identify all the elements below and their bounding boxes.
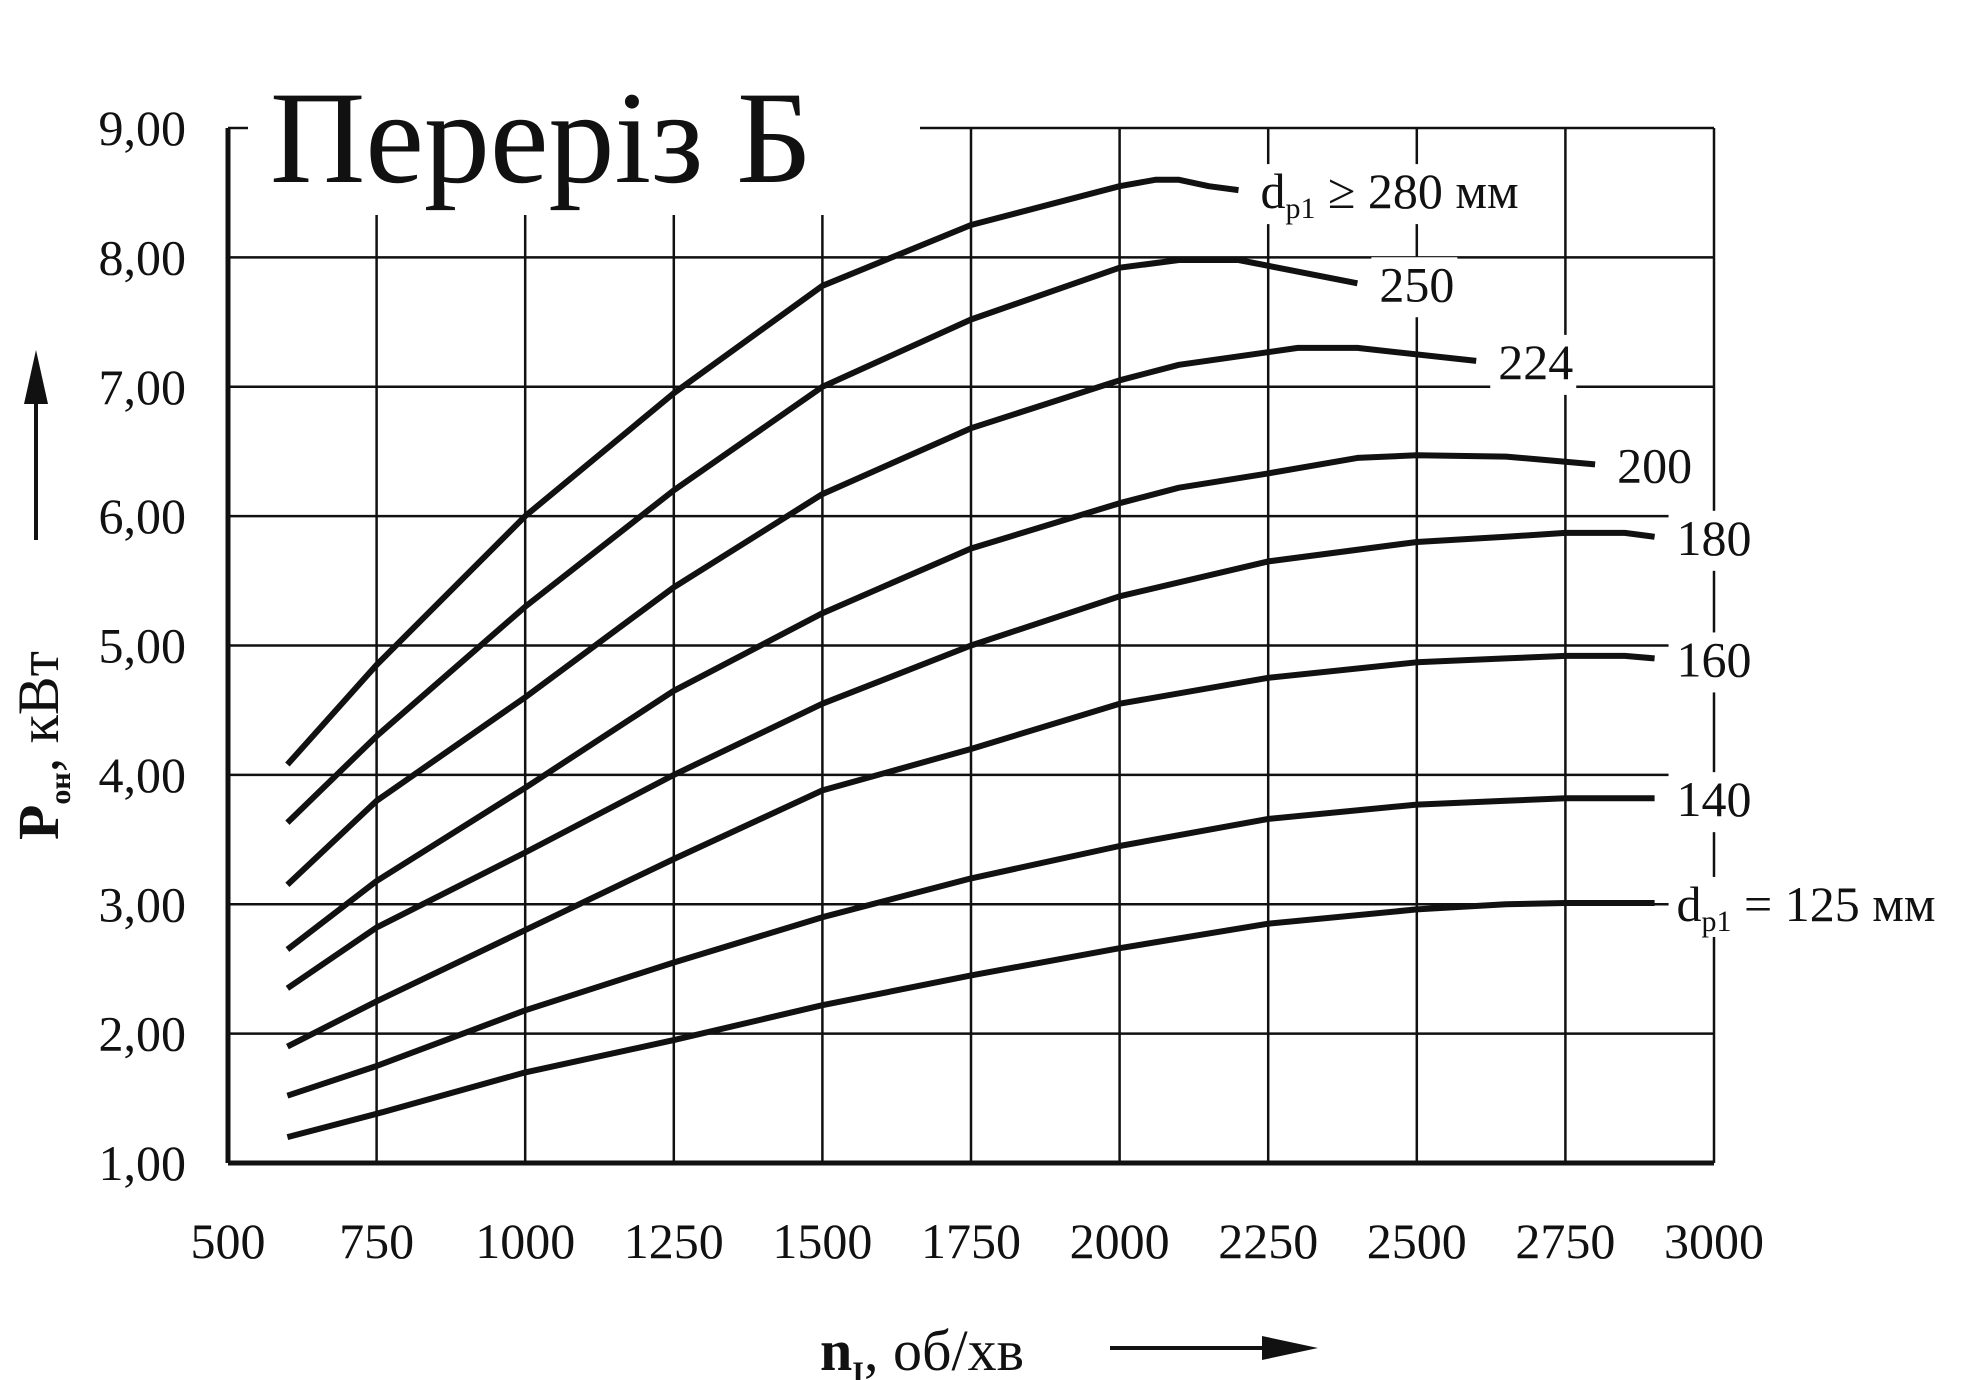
chart-title: Переріз Б <box>270 64 812 211</box>
tick-labels: 500 750 1000 1250 1500 1750 2000 2250 2500 2750 30… <box>99 100 1765 1269</box>
x-tick-label: 2500 <box>1367 1213 1467 1269</box>
series-label: 140 <box>1677 771 1752 827</box>
y-tick-label: 2,00 <box>99 1006 187 1062</box>
series-label-unit: ≥ 280 мм <box>1315 163 1518 219</box>
series-label-mask <box>1668 632 1755 693</box>
series-label-subscript: p1 <box>1285 192 1315 225</box>
series-label-mask <box>1668 876 1969 937</box>
series-label-text: 200 <box>1617 437 1692 493</box>
x-tick-label: 2750 <box>1515 1213 1615 1269</box>
series-label-mask <box>1609 438 1696 499</box>
label-masks <box>248 55 1969 937</box>
series-line-d-p1-280- <box>285 176 1239 767</box>
x-tick-label: 2250 <box>1218 1213 1318 1269</box>
series-line-250 <box>285 257 1358 825</box>
x-tick-label: 2000 <box>1070 1213 1170 1269</box>
series-lines <box>285 176 1655 1141</box>
series-label-mask <box>1490 334 1577 395</box>
series-label-text: 180 <box>1677 510 1752 566</box>
x-tick-label: 500 <box>191 1213 266 1269</box>
series-line-d-p1-125- <box>286 900 1655 1141</box>
title-mask <box>248 55 920 215</box>
series-label-text: 140 <box>1677 771 1752 827</box>
series-label: 250 <box>1379 256 1454 312</box>
x-axis-title: nI, об/хв <box>820 1318 1318 1380</box>
x-tick-label: 1500 <box>772 1213 872 1269</box>
x-tick-label: 1250 <box>624 1213 724 1269</box>
y-tick-label: 8,00 <box>99 229 187 285</box>
x-axis-title-symbol: n <box>820 1318 852 1380</box>
y-tick-label: 3,00 <box>99 876 187 932</box>
series-label-text: 250 <box>1379 256 1454 312</box>
x-axis-title-subscript: I <box>852 1356 864 1380</box>
series-label: 224 <box>1498 334 1573 390</box>
series-label: dp1 ≥ 280 мм <box>1260 163 1518 225</box>
series-label-text: d <box>1677 876 1702 932</box>
y-axis-title-subscript: он <box>44 772 77 804</box>
series-label-mask <box>1252 164 1553 225</box>
series-label: 160 <box>1677 631 1752 687</box>
series-label-text: 224 <box>1498 334 1573 390</box>
series-label-subscript: p1 <box>1702 905 1732 938</box>
svg-text:Pон, кВт: Pон, кВт <box>6 651 77 840</box>
series-line-180 <box>285 529 1655 991</box>
series-line-140 <box>286 795 1655 1099</box>
x-axis-title-unit: , об/хв <box>864 1318 1024 1380</box>
x-axis-arrow-head <box>1262 1336 1318 1360</box>
y-tick-label: 9,00 <box>99 100 187 156</box>
series-label-mask <box>1668 772 1755 833</box>
series-label-text: 160 <box>1677 631 1752 687</box>
series-label: 200 <box>1617 437 1692 493</box>
x-tick-label: 3000 <box>1664 1213 1764 1269</box>
y-tick-label: 7,00 <box>99 359 187 415</box>
series-line-224 <box>285 344 1477 887</box>
y-axis-title: Pон, кВт <box>6 350 77 840</box>
svg-text:nI, об/хв: nI, об/хв <box>820 1318 1024 1380</box>
y-tick-label: 6,00 <box>99 488 187 544</box>
y-tick-label: 4,00 <box>99 747 187 803</box>
series-label: dp1 = 125 мм <box>1677 876 1936 938</box>
series-label: 180 <box>1677 510 1752 566</box>
series-label-unit: = 125 мм <box>1732 876 1936 932</box>
x-tick-label: 750 <box>339 1213 414 1269</box>
series-label-mask <box>1668 510 1755 571</box>
y-axis-arrow-head <box>24 350 48 404</box>
y-tick-label: 5,00 <box>99 618 187 674</box>
series-label-text: d <box>1260 163 1285 219</box>
series-line-160 <box>286 652 1655 1050</box>
x-tick-label: 1000 <box>475 1213 575 1269</box>
x-tick-label: 1750 <box>921 1213 1021 1269</box>
y-tick-label: 1,00 <box>99 1135 187 1191</box>
y-axis-title-symbol: P <box>6 805 71 840</box>
plot-frame <box>225 128 1714 1166</box>
series-line-200 <box>285 452 1596 952</box>
series-label-mask <box>1371 257 1458 318</box>
y-axis-title-unit: , кВт <box>6 651 71 772</box>
